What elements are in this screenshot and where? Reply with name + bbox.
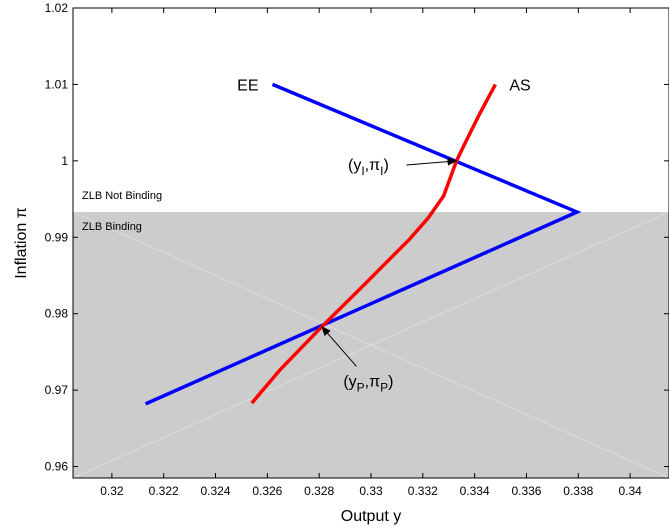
axes: 0.32 0.322 0.324 0.326 0.328 0.33 0.332 0.334 0.… xyxy=(45,1,669,498)
y-tick-label: 0.97 xyxy=(45,383,69,397)
labels: Output y Inflation π ZLB Not Binding ZLB… xyxy=(13,190,401,525)
intended-equilibrium-arrow xyxy=(406,157,458,166)
intended-equilibrium-label: (yI,πI) xyxy=(348,157,389,178)
x-tick-label: 0.324 xyxy=(201,484,231,498)
pessimistic-equilibrium-label-part: ) xyxy=(388,373,393,390)
zlb-binding-label: ZLB Binding xyxy=(82,221,142,233)
x-tick-label: 0.34 xyxy=(618,484,642,498)
x-tick-label: 0.328 xyxy=(304,484,334,498)
zlb-regions xyxy=(72,211,669,479)
x-axis-label: Output y xyxy=(341,508,401,525)
intended-equilibrium-label-part: I xyxy=(361,164,364,178)
series-line-ee xyxy=(144,82,582,406)
intended-equilibrium-label-part: (y xyxy=(348,157,361,174)
intended-equilibrium-label-part: I xyxy=(380,164,383,178)
x-tick-label: 0.33 xyxy=(359,484,383,498)
x-tick-label: 0.334 xyxy=(460,484,490,498)
as-curve-label: AS xyxy=(509,77,530,94)
y-tick-label: 1 xyxy=(61,154,68,168)
pessimistic-equilibrium-label: (yP,πP) xyxy=(343,373,393,394)
intended-equilibrium-label-part: ) xyxy=(383,157,388,174)
region-diagonal-2 xyxy=(72,211,669,479)
pessimistic-equilibrium-label-part: P xyxy=(380,380,388,394)
x-tick-label: 0.338 xyxy=(563,484,593,498)
intended-equilibrium-label-part: ,π xyxy=(365,157,380,174)
ee-curve-label: EE xyxy=(237,77,258,94)
pessimistic-equilibrium-arrow xyxy=(321,325,357,367)
x-tick-label: 0.322 xyxy=(149,484,179,498)
x-tick-label: 0.332 xyxy=(408,484,438,498)
y-tick-label: 0.98 xyxy=(45,307,69,321)
x-tick-label: 0.336 xyxy=(511,484,541,498)
pessimistic-equilibrium-label-part: (y xyxy=(343,373,356,390)
y-tick-label: 1.01 xyxy=(45,77,69,91)
x-tick-label: 0.32 xyxy=(100,484,124,498)
y-tick-label: 1.02 xyxy=(45,1,69,15)
pessimistic-equilibrium-label-part: ,π xyxy=(365,373,380,390)
y-tick-label: 0.96 xyxy=(45,460,69,474)
pessimistic-equilibrium-label-part: P xyxy=(357,380,365,394)
series-layer xyxy=(144,82,582,406)
x-tick-label: 0.326 xyxy=(252,484,282,498)
annotations: EE AS(yI,πI)(yP,πP) xyxy=(237,77,531,394)
zlb-not-binding-label: ZLB Not Binding xyxy=(82,190,162,202)
series-line-as xyxy=(250,83,497,405)
y-axis-label: Inflation π xyxy=(13,207,30,279)
y-tick-label: 0.99 xyxy=(45,230,69,244)
